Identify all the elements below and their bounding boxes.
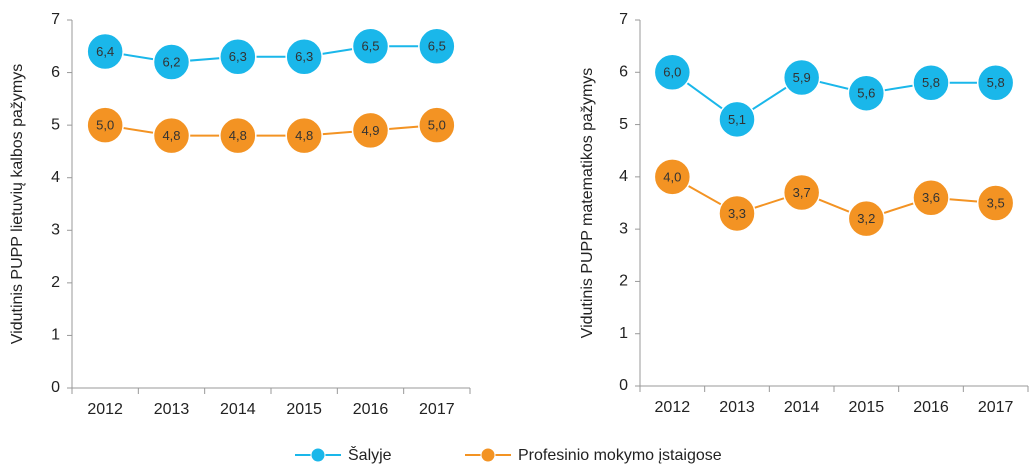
- x-tick-label: 2012: [655, 399, 691, 416]
- legend-marker: [310, 447, 326, 463]
- y-tick-label: 7: [619, 11, 628, 28]
- y-tick-label: 5: [619, 116, 628, 133]
- y-tick-label: 3: [51, 222, 60, 239]
- data-label: 5,0: [96, 118, 114, 133]
- y-tick-label: 3: [619, 220, 628, 237]
- data-point: [782, 58, 821, 97]
- data-point: [219, 38, 257, 76]
- y-tick-label: 7: [51, 11, 60, 28]
- y-tick-label: 5: [51, 116, 60, 133]
- y-tick-label: 1: [51, 327, 60, 344]
- data-label: 6,4: [96, 44, 114, 59]
- y-tick-label: 1: [619, 325, 628, 342]
- x-tick-label: 2013: [719, 399, 755, 416]
- data-label: 4,8: [295, 128, 313, 143]
- data-point: [86, 106, 124, 144]
- data-point: [653, 158, 692, 196]
- y-tick-label: 6: [619, 64, 628, 81]
- data-point: [976, 63, 1015, 102]
- y-axis-label: Vidutinis PUPP lietuvių kalbos pažymys: [9, 64, 26, 344]
- data-label: 5,8: [922, 75, 940, 90]
- x-tick-label: 2014: [220, 401, 256, 418]
- y-tick-label: 6: [51, 64, 60, 81]
- data-point: [152, 116, 191, 155]
- data-point: [976, 184, 1015, 222]
- data-point: [285, 38, 323, 76]
- data-label: 5,6: [857, 86, 875, 101]
- data-label: 6,5: [428, 39, 446, 54]
- data-point: [285, 116, 323, 155]
- legend-marker: [480, 447, 496, 463]
- x-tick-label: 2013: [154, 401, 190, 418]
- data-label: 3,6: [922, 190, 940, 205]
- x-tick-label: 2015: [849, 399, 885, 416]
- data-label: 6,0: [663, 65, 681, 80]
- data-point: [847, 199, 886, 238]
- data-label: 5,1: [728, 112, 746, 127]
- data-label: 3,3: [728, 206, 746, 221]
- x-tick-label: 2016: [353, 401, 389, 418]
- data-point: [912, 63, 950, 102]
- y-tick-label: 4: [619, 168, 628, 185]
- data-point: [847, 74, 886, 112]
- data-label: 3,5: [987, 195, 1005, 210]
- data-label: 3,7: [793, 185, 811, 200]
- x-tick-label: 2015: [286, 401, 322, 418]
- data-point: [152, 43, 191, 81]
- data-point: [418, 106, 456, 144]
- data-point: [219, 116, 257, 155]
- x-tick-label: 2016: [913, 399, 949, 416]
- y-tick-label: 0: [51, 379, 60, 396]
- y-tick-label: 4: [51, 169, 60, 186]
- data-label: 5,8: [987, 75, 1005, 90]
- legend-label: Profesinio mokymo įstaigose: [518, 447, 722, 464]
- data-label: 4,8: [229, 128, 247, 143]
- data-label: 3,2: [857, 211, 875, 226]
- y-axis-label: Vidutinis PUPP matematikos pažymys: [579, 68, 596, 339]
- data-label: 4,9: [361, 123, 379, 138]
- data-point: [718, 100, 756, 139]
- y-tick-label: 2: [619, 273, 628, 290]
- x-tick-label: 2014: [784, 399, 820, 416]
- x-tick-label: 2017: [419, 401, 455, 418]
- data-label: 4,0: [663, 169, 681, 184]
- data-point: [653, 53, 692, 92]
- data-point: [86, 32, 124, 71]
- data-label: 6,3: [295, 49, 313, 64]
- data-point: [782, 173, 821, 212]
- x-tick-label: 2012: [87, 401, 123, 418]
- y-tick-label: 2: [51, 274, 60, 291]
- data-point: [718, 194, 756, 233]
- data-point: [351, 111, 390, 150]
- y-tick-label: 0: [619, 377, 628, 394]
- data-label: 4,8: [162, 128, 180, 143]
- legend-label: Šalyje: [348, 445, 392, 464]
- data-point: [351, 27, 390, 66]
- x-tick-label: 2017: [978, 399, 1014, 416]
- data-label: 6,5: [361, 39, 379, 54]
- data-label: 6,2: [162, 54, 180, 69]
- data-label: 5,9: [793, 70, 811, 85]
- data-label: 5,0: [428, 118, 446, 133]
- data-point: [912, 179, 950, 217]
- data-label: 6,3: [229, 49, 247, 64]
- data-point: [418, 27, 456, 66]
